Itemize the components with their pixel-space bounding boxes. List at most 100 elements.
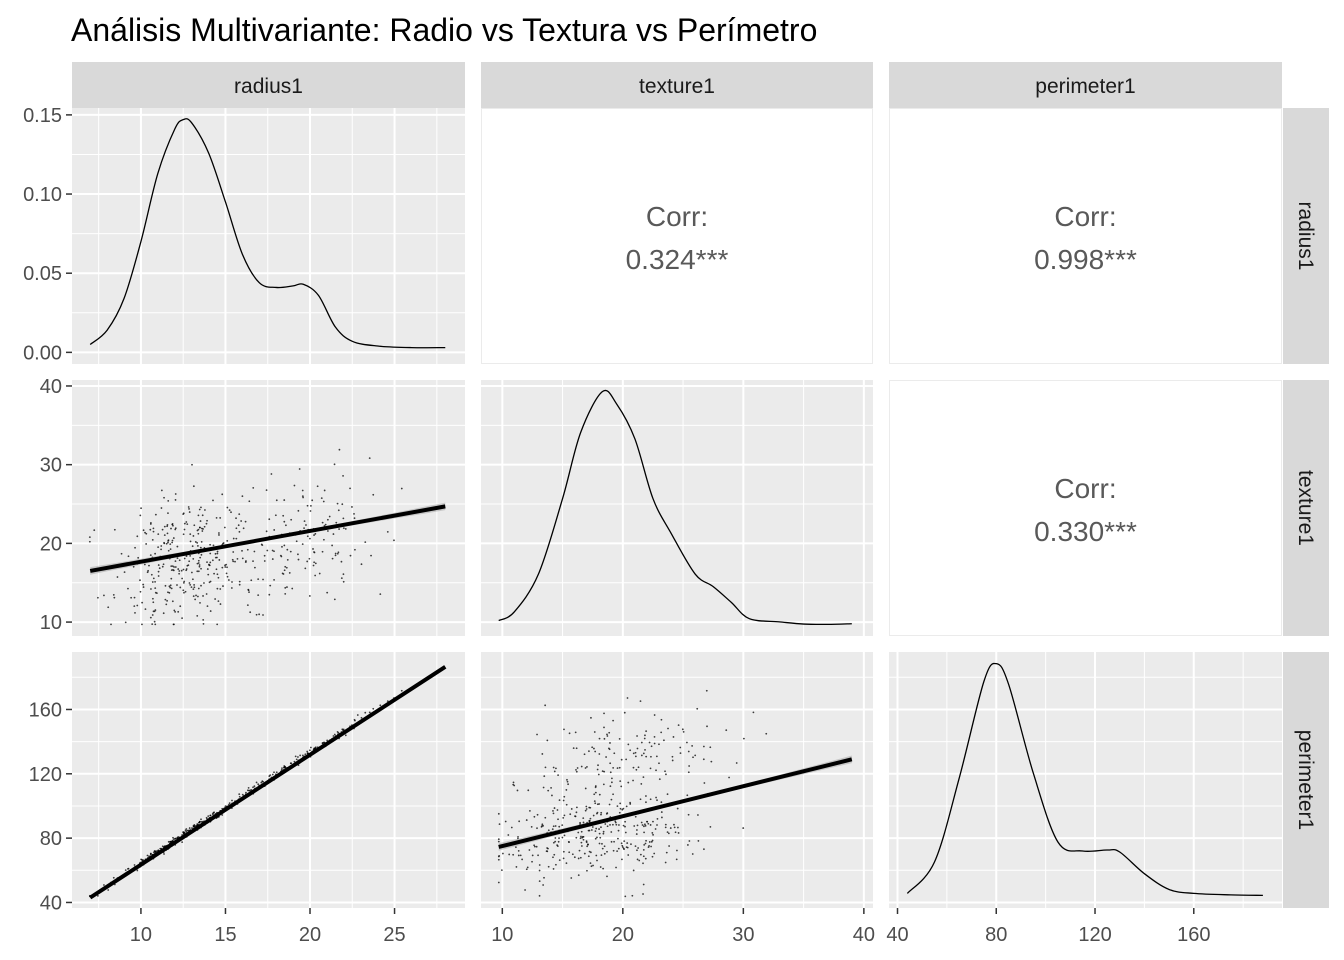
scatter-point (124, 621, 127, 624)
scatter-point (188, 560, 191, 563)
scatter-point (342, 517, 345, 520)
scatter-point (602, 832, 605, 835)
scatter-point (584, 767, 587, 769)
scatter-point (152, 577, 155, 580)
scatter-point (218, 532, 220, 534)
y-tick-label: 120 (29, 764, 62, 786)
scatter-point (183, 528, 186, 531)
scatter-point (200, 584, 202, 587)
scatter-point (609, 823, 611, 826)
scatter-point (174, 566, 177, 568)
scatter-point (197, 514, 200, 517)
scatter-point (143, 563, 146, 566)
scatter-point (673, 826, 676, 829)
scatter-point (298, 468, 301, 470)
scatter-point (709, 746, 712, 749)
scatter-point (634, 751, 637, 754)
scatter-point (314, 532, 317, 535)
scatter-point (203, 525, 206, 528)
scatter-point (646, 820, 649, 823)
scatter-point (161, 528, 164, 531)
scatter-point (525, 819, 528, 821)
scatter-point (206, 519, 208, 522)
scatter-point (554, 863, 557, 866)
scatter-point (186, 564, 189, 567)
scatter-point (610, 798, 613, 801)
scatter-point (632, 752, 635, 755)
scatter-point (642, 776, 645, 779)
scatter-point (207, 815, 210, 818)
scatter-point (640, 821, 643, 824)
scatter-point (163, 541, 165, 544)
scatter-point (171, 541, 174, 544)
scatter-point (240, 520, 243, 522)
scatter-point (151, 623, 154, 626)
scatter-point (606, 825, 609, 828)
scatter-point (295, 758, 298, 761)
scatter-point (636, 849, 638, 852)
scatter-point (136, 535, 139, 538)
scatter-point (337, 551, 340, 554)
scatter-point (660, 718, 663, 721)
x-tick-label: 120 (1078, 924, 1111, 946)
scatter-point (595, 854, 598, 857)
scatter-point (200, 553, 203, 556)
scatter-point (149, 523, 152, 525)
scatter-point (198, 821, 201, 823)
scatter-point (637, 847, 640, 849)
scatter-point (645, 795, 647, 797)
y-tick-label: 0.15 (23, 105, 62, 127)
scatter-point (97, 894, 99, 897)
scatter-point (581, 836, 584, 839)
scatter-point (159, 847, 162, 850)
scatter-point (193, 524, 196, 527)
scatter-point (703, 782, 706, 784)
scatter-point (598, 828, 600, 830)
scatter-point (218, 534, 220, 536)
scatter-point (586, 845, 589, 848)
scatter-point (297, 756, 299, 758)
scatter-point (584, 809, 587, 812)
scatter-point (587, 843, 589, 846)
scatter-point (208, 581, 211, 584)
scatter-point (665, 773, 667, 776)
scatter-point (354, 548, 356, 551)
scatter-point (222, 542, 225, 544)
scatter-point (326, 518, 329, 521)
scatter-point (752, 711, 755, 714)
scatter-point (269, 584, 272, 587)
scatter-point (546, 739, 549, 742)
scatter-point (202, 622, 205, 625)
scatter-point (197, 595, 199, 598)
scatter-point (498, 854, 501, 857)
scatter-point (188, 511, 191, 513)
scatter-point (283, 499, 286, 501)
scatter-point (567, 840, 570, 843)
scatter-point (627, 743, 630, 746)
scatter-point (632, 779, 634, 782)
scatter-point (197, 570, 200, 573)
scatter-point (247, 786, 250, 789)
scatter-point (584, 787, 587, 790)
scatter-point (157, 546, 160, 549)
scatter-point (246, 548, 249, 551)
scatter-point (580, 835, 582, 838)
scatter-point (185, 568, 188, 570)
scatter-point (627, 781, 630, 784)
scatter-point (613, 752, 616, 755)
scatter-point (568, 732, 571, 735)
scatter-point (605, 756, 607, 758)
scatter-point (182, 581, 185, 584)
regression-line (89, 665, 447, 900)
scatter-point (142, 529, 145, 532)
scatter-point (152, 530, 155, 533)
scatter-point (558, 825, 561, 828)
scatter-point (536, 813, 539, 816)
scatter-point (601, 842, 603, 845)
scatter-point (655, 755, 658, 758)
scatter-point (212, 499, 214, 502)
points-radius1-texture1 (88, 448, 403, 626)
scatter-point (614, 821, 617, 824)
scatter-point (510, 826, 513, 829)
scatter-point (603, 726, 605, 729)
